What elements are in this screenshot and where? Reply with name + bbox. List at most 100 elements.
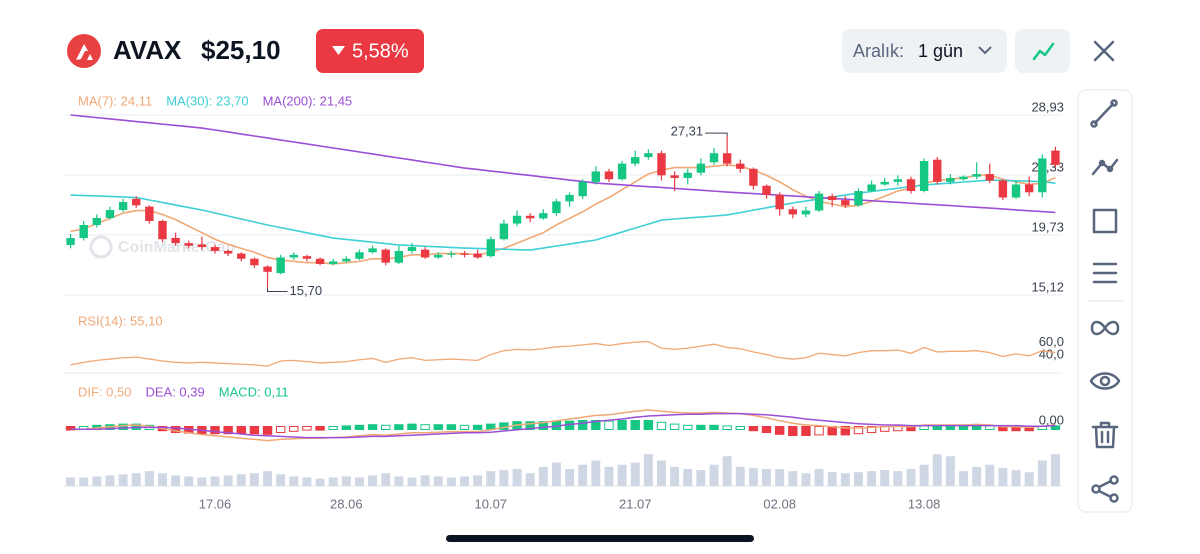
candle-body [565, 194, 574, 202]
volume-bar [945, 456, 955, 486]
candle-body [683, 172, 692, 178]
macd-bar [289, 426, 299, 432]
candle-body [827, 196, 837, 201]
candle-body [184, 243, 193, 246]
volume-bar [473, 475, 483, 486]
candle-body [591, 171, 601, 182]
candle-body [1038, 158, 1047, 193]
series-line [70, 409, 1056, 442]
macd-bar [604, 420, 614, 431]
candle-body [145, 206, 154, 221]
candle-body [933, 159, 942, 182]
range-bg[interactable] [842, 29, 1007, 73]
candle-body [368, 248, 377, 253]
volume-bar [131, 473, 141, 486]
tool-rectangle[interactable] [1092, 208, 1118, 234]
volume-bar [893, 471, 903, 486]
series-line [70, 179, 1056, 251]
candle-body [92, 217, 102, 226]
candle-body [906, 179, 916, 191]
candle-body [473, 253, 482, 258]
volume-bar [814, 469, 824, 486]
price: $25,10 [201, 35, 281, 65]
legend-entry: MACD: 0,11 [219, 384, 289, 399]
candle-body [118, 202, 128, 211]
candle-body [552, 201, 561, 214]
tool-eye[interactable] [1089, 372, 1121, 390]
candle-body [644, 153, 653, 158]
candle-body [407, 247, 417, 251]
low-label: 15,70 [290, 283, 323, 298]
volume-bar [1024, 472, 1034, 486]
candle-body [223, 250, 233, 254]
macd-bar [525, 421, 535, 431]
candle-body [132, 198, 141, 206]
candle-body [919, 161, 929, 191]
candle-body [1011, 184, 1021, 198]
tool-delete[interactable] [1091, 421, 1119, 449]
close-button[interactable] [1093, 40, 1115, 62]
range-label[interactable]: Aralık: [853, 41, 904, 61]
candle-body [460, 253, 469, 255]
y-tick-label: 0,00 [1039, 412, 1064, 427]
volume-bar [985, 464, 995, 486]
volume-bar [867, 471, 877, 486]
macd-bar [866, 426, 877, 433]
volume-bar [775, 469, 785, 486]
macd-bar [118, 423, 128, 431]
candle-body [525, 215, 535, 219]
macd-bar [354, 424, 365, 430]
volume-bar [670, 466, 680, 486]
macd-bar [945, 425, 956, 430]
x-tick-label: 17.06 [199, 496, 232, 511]
y-tick-label: 15,12 [1031, 279, 1064, 294]
chevron[interactable] [978, 46, 992, 55]
volume-bar [171, 475, 181, 486]
toolbar [1077, 89, 1133, 513]
macd-bar [210, 426, 220, 435]
volume-bar [158, 473, 167, 486]
volume-bar [906, 469, 916, 486]
candle-body [210, 247, 220, 251]
range-button[interactable]: Aralık: 1 gün [842, 29, 1007, 73]
tool-share[interactable] [1091, 475, 1119, 503]
macd-bar [932, 425, 942, 430]
candle-body [394, 250, 404, 263]
candle-body [237, 253, 246, 259]
tool-infinity[interactable] [1090, 320, 1120, 336]
candle-body [854, 190, 863, 206]
candle-body [434, 254, 443, 258]
macd-bar [65, 426, 76, 431]
chart-type-bg[interactable] [1015, 29, 1070, 73]
candle-body [578, 181, 587, 197]
range-value[interactable]: 1 gün [918, 41, 963, 61]
tool-fib[interactable] [1092, 262, 1118, 284]
volume-bar [748, 467, 758, 486]
volume-bar [105, 475, 115, 486]
tool-line[interactable] [1090, 99, 1118, 128]
macd-bar [446, 424, 457, 431]
macd-bar [302, 426, 312, 431]
header: AVAX $25,10 5,58% Aralık: 1 gün [67, 29, 1115, 73]
macd-bar [669, 423, 680, 431]
macd-bar [459, 424, 470, 430]
high-label: 27,31 [671, 124, 704, 139]
macd-bar [433, 424, 443, 431]
candle-body [381, 249, 390, 263]
chart-type-button[interactable] [1015, 29, 1070, 73]
macd-bar [394, 424, 404, 431]
macd-bar [735, 426, 745, 430]
macd-bar [643, 420, 654, 430]
candle-body [631, 157, 640, 164]
macd-bar [381, 424, 391, 430]
volume-bar [657, 460, 666, 486]
volume-bar [315, 478, 325, 486]
volume-bar [578, 464, 588, 486]
macd-bar [275, 426, 286, 433]
watermark: CoinMarketCap [89, 235, 236, 259]
volume-bar [643, 454, 653, 486]
volume-bar [880, 470, 890, 486]
tool-polyline[interactable] [1091, 158, 1119, 176]
chart-type-icon[interactable] [1032, 42, 1055, 61]
volume-bar [79, 477, 89, 486]
